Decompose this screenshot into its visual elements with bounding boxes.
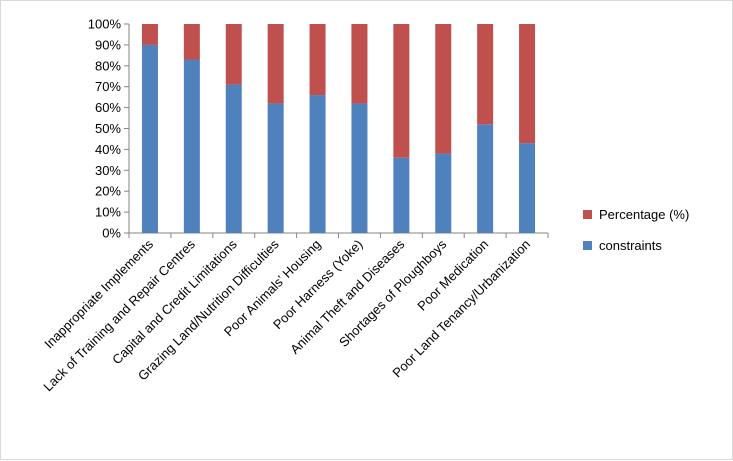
y-tick-label: 60%	[95, 100, 121, 115]
legend-label: constraints	[599, 238, 662, 253]
y-tick-label: 20%	[95, 184, 121, 199]
y-tick-labels: 0% 10% 20% 30% 40% 50% 60% 70% 80% 90% 100%	[88, 17, 122, 241]
y-tick-label: 50%	[95, 121, 121, 136]
y-tick-label: 80%	[95, 58, 121, 73]
bar-constraints-0	[141, 44, 158, 234]
bar-percentage-8	[477, 24, 494, 125]
y-tick-label: 30%	[95, 163, 121, 178]
bar-constraints-8	[477, 124, 494, 233]
bar-percentage-0	[141, 24, 158, 45]
x-category-label: Lack of Training and Repair Centres	[40, 236, 198, 394]
y-tick-label: 100%	[88, 17, 122, 32]
x-category-label: Poor Medication	[414, 237, 491, 314]
legend-swatch	[583, 210, 592, 219]
legend: Percentage (%) constraints	[583, 207, 689, 253]
y-tick-label: 40%	[95, 142, 121, 157]
bar-percentage-9	[519, 24, 536, 144]
bar-constraints-9	[519, 143, 536, 233]
bar-constraints-4	[309, 95, 326, 233]
bar-percentage-5	[351, 24, 368, 104]
legend-label: Percentage (%)	[599, 207, 689, 222]
bar-constraints-3	[267, 103, 284, 233]
legend-swatch	[583, 241, 592, 250]
bar-percentage-4	[309, 24, 326, 96]
bar-constraints-1	[183, 59, 200, 233]
bar-constraints-5	[351, 103, 368, 233]
y-tick-label: 0%	[102, 226, 121, 241]
bars	[141, 24, 536, 234]
bar-constraints-2	[225, 84, 242, 233]
y-tick-label: 10%	[95, 205, 121, 220]
bar-constraints-6	[393, 157, 410, 233]
bar-percentage-7	[435, 24, 452, 154]
y-tick-label: 90%	[95, 37, 121, 52]
y-tick-label: 70%	[95, 79, 121, 94]
bar-percentage-2	[225, 24, 242, 85]
bar-percentage-1	[183, 24, 200, 60]
bar-constraints-7	[435, 153, 452, 233]
bar-percentage-3	[267, 24, 284, 104]
bar-percentage-6	[393, 24, 410, 158]
